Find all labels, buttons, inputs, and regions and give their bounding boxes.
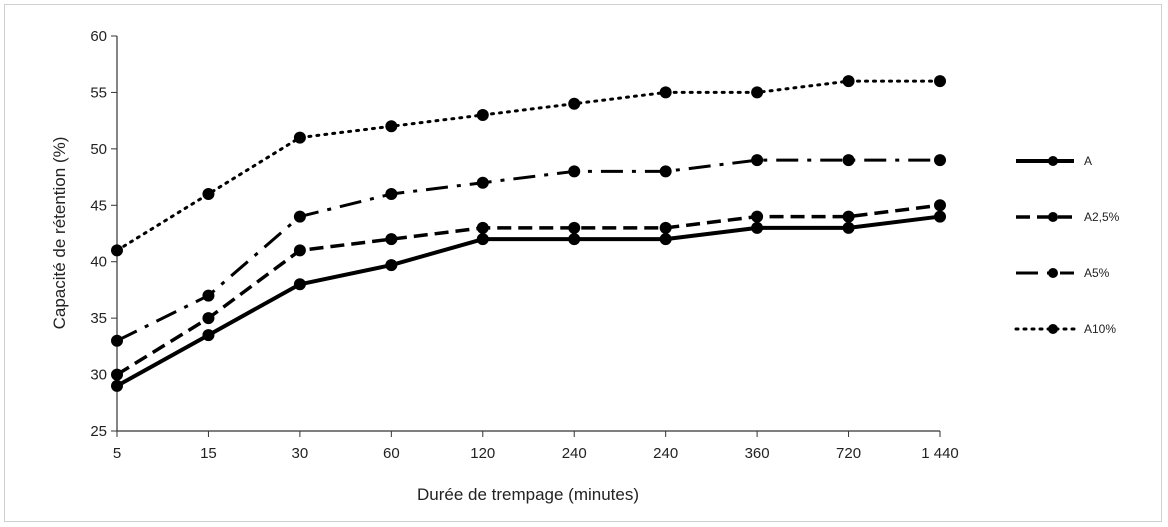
data-point	[385, 188, 398, 200]
data-point	[842, 154, 855, 167]
legend-swatch-marker	[1048, 156, 1058, 166]
data-point	[111, 244, 123, 257]
x-axis-title: Durée de trempage (minutes)	[417, 485, 639, 504]
x-tick-label: 360	[745, 445, 770, 462]
data-point	[293, 131, 306, 144]
data-point	[751, 154, 764, 167]
data-point	[659, 86, 672, 99]
series-4	[111, 75, 946, 257]
axes: 25 30 35 40 45 50 55 60 5 15 30 60 120 240 240 360 720 1 …	[90, 28, 958, 462]
x-tick-label: 120	[470, 445, 495, 462]
x-tick-label: 240	[562, 445, 587, 462]
data-point	[202, 329, 215, 342]
data-point	[568, 165, 581, 178]
data-point	[934, 75, 946, 88]
data-point	[476, 221, 489, 234]
series-line	[116, 158, 940, 343]
data-point	[659, 165, 672, 178]
data-point	[842, 75, 855, 88]
data-point	[202, 312, 215, 325]
x-tick-label: 240	[653, 445, 678, 462]
chart-frame	[4, 4, 1162, 522]
data-point	[751, 86, 764, 99]
y-tick-label: 30	[90, 367, 107, 384]
data-point	[751, 210, 764, 223]
y-tick-label: 55	[90, 84, 107, 101]
data-point	[934, 154, 946, 167]
legend-entry: A5%	[1016, 266, 1110, 280]
y-tick-label: 50	[90, 141, 107, 158]
series-layer	[111, 75, 946, 392]
data-point	[202, 289, 215, 302]
legend-entry: A10%	[1014, 322, 1116, 336]
legend: A A2,5% A5% A10%	[1014, 154, 1120, 336]
y-tick-label: 60	[90, 28, 107, 45]
legend-swatch-marker	[1048, 212, 1058, 222]
data-point	[842, 221, 855, 234]
x-tick-label: 15	[200, 445, 217, 462]
data-point	[751, 221, 764, 234]
legend-entry: A	[1016, 154, 1092, 168]
legend-swatch-marker	[1048, 324, 1058, 334]
data-point	[293, 278, 306, 291]
series-line	[115, 79, 942, 252]
data-point	[568, 233, 581, 246]
x-tick-label: 720	[836, 445, 861, 462]
legend-label: A	[1084, 154, 1092, 168]
legend-label: A10%	[1084, 322, 1116, 336]
data-point	[934, 210, 946, 223]
legend-swatch-marker	[1048, 268, 1058, 278]
data-point	[659, 233, 672, 246]
data-point	[476, 109, 489, 121]
data-point	[293, 244, 306, 257]
y-tick-label: 35	[90, 310, 107, 327]
x-tick-label: 5	[113, 445, 121, 462]
y-tick-label: 40	[90, 254, 107, 271]
data-point	[202, 188, 215, 200]
data-point	[293, 210, 306, 223]
y-axis-title: Capacité de rétention (%)	[50, 137, 69, 330]
data-point	[934, 199, 946, 212]
data-point	[111, 334, 123, 347]
data-point	[568, 97, 581, 110]
series-1	[111, 210, 946, 392]
legend-label: A5%	[1084, 266, 1110, 280]
series-3	[111, 154, 946, 347]
series-2	[111, 199, 946, 381]
data-point	[568, 221, 581, 234]
legend-entry: A2,5%	[1016, 210, 1120, 224]
y-tick-label: 45	[90, 197, 107, 214]
data-point	[476, 233, 489, 246]
series-line	[116, 203, 941, 377]
data-point	[111, 368, 123, 381]
data-point	[842, 210, 855, 223]
legend-label: A2,5%	[1084, 210, 1120, 224]
y-tick-label: 25	[90, 423, 107, 440]
x-tick-label: 1 440	[921, 445, 959, 462]
data-point	[385, 259, 398, 272]
x-tick-label: 30	[292, 445, 309, 462]
data-point	[476, 176, 489, 189]
data-point	[111, 379, 123, 392]
series-line	[116, 214, 941, 388]
x-tick-label: 60	[383, 445, 400, 462]
data-point	[385, 120, 398, 133]
data-point	[659, 221, 672, 234]
data-point	[385, 233, 398, 246]
